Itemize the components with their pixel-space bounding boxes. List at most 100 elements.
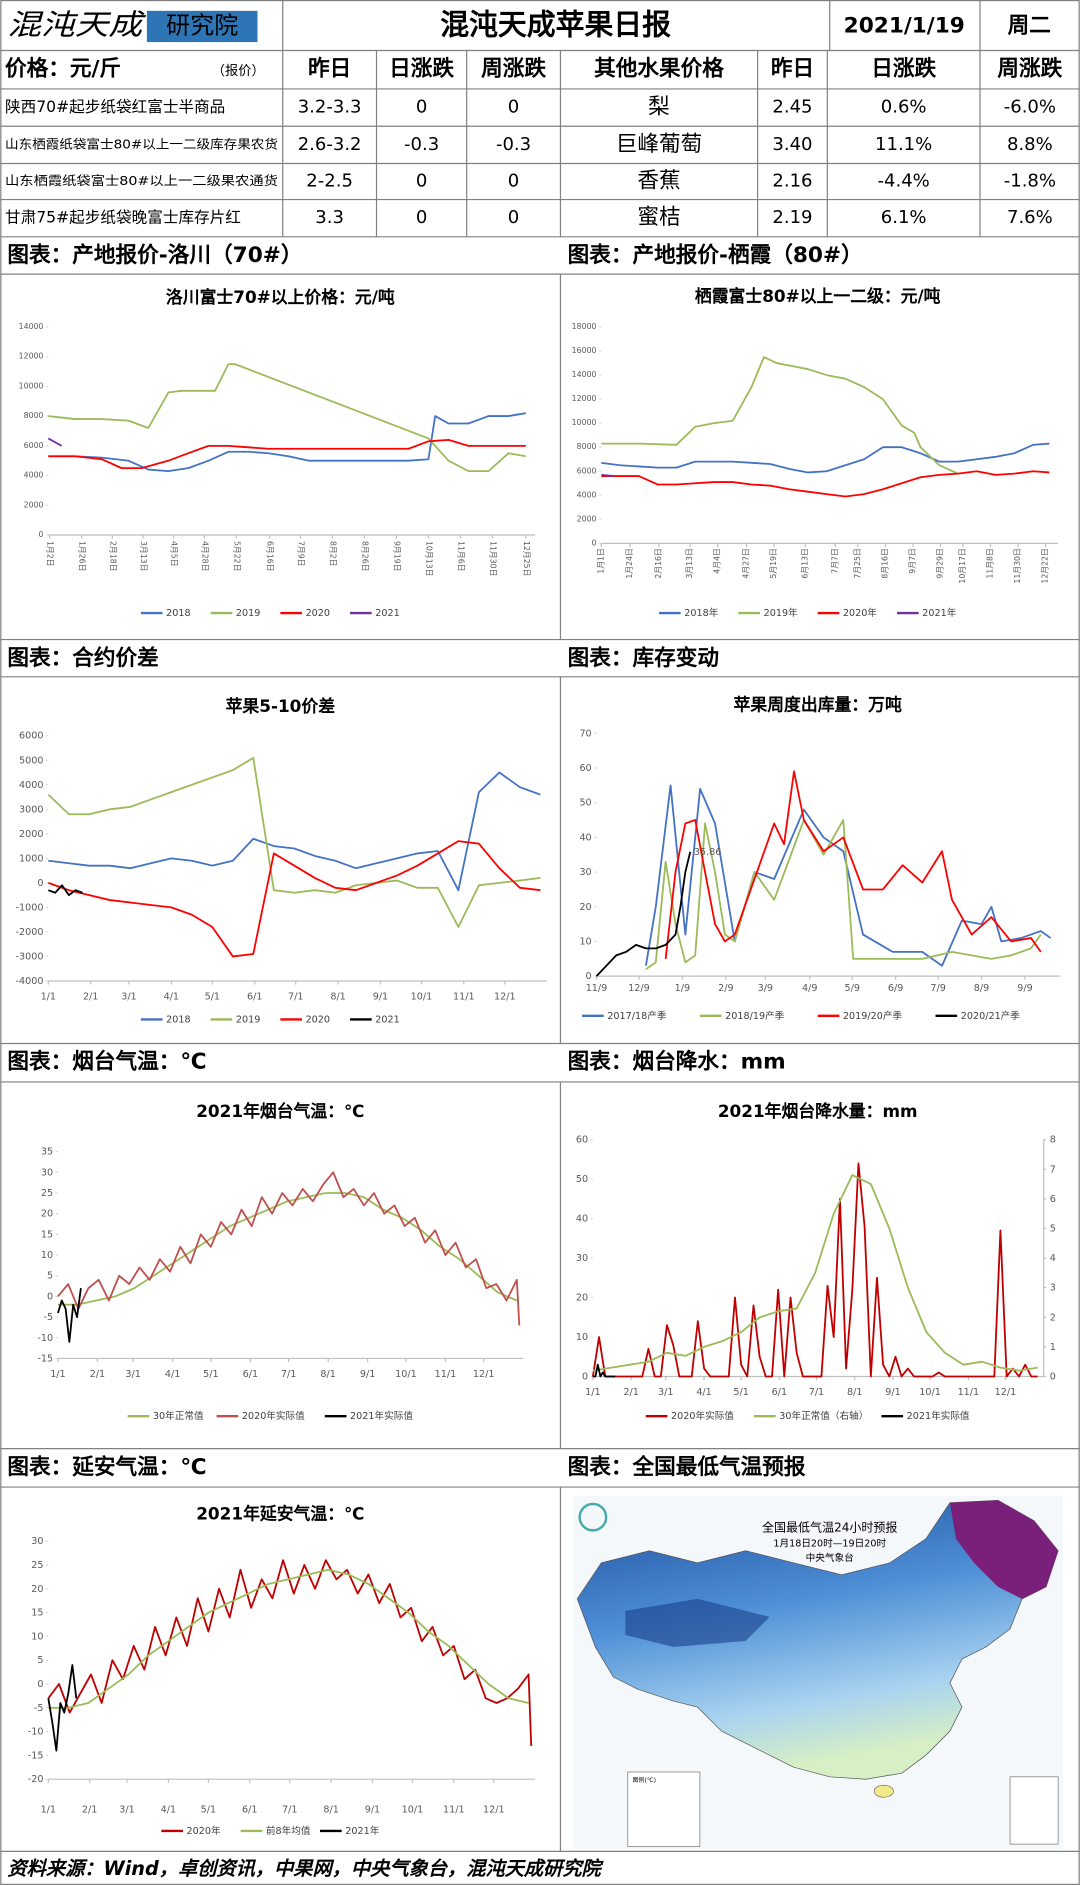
y-tick-label: 0 <box>39 530 44 539</box>
x-tick-label: 9/1 <box>365 1804 380 1815</box>
y-tick-label: -15 <box>28 1750 44 1761</box>
section-title: 图表：产地报价-栖霞（80#） <box>568 243 863 268</box>
y-tick-label: -10 <box>37 1333 53 1344</box>
x-tick-label: 6月13日 <box>800 548 809 578</box>
x-tick-label: 8月26日 <box>360 541 369 571</box>
legend-label: 2020年实际值 <box>242 1410 305 1422</box>
x-tick-label: 11/9 <box>586 983 608 994</box>
y-tick-label: 2000 <box>19 829 43 840</box>
series-line <box>601 473 614 477</box>
series-line <box>57 1171 521 1326</box>
series-line <box>664 770 1042 959</box>
x-tick-label: 5/9 <box>844 983 859 994</box>
series-line <box>48 1568 529 1709</box>
x-tick-label: 7/9 <box>930 983 945 994</box>
y-tick-label: 40 <box>579 832 591 843</box>
series-line <box>48 771 541 892</box>
y-tick-label: 60 <box>579 763 591 774</box>
y-tick-label: 35 <box>41 1147 53 1158</box>
y-tick-label: 70 <box>579 728 591 739</box>
table-header-cell: 昨日 <box>308 56 351 82</box>
x-tick-label: 2/1 <box>82 1804 97 1815</box>
series-line <box>48 412 526 473</box>
y-tick-label: 50 <box>576 1174 588 1185</box>
section-title: 图表：烟台降水：mm <box>568 1049 786 1075</box>
x-tick-label: 1/1 <box>585 1387 600 1398</box>
table-cell: -0.3 <box>404 134 439 155</box>
table-header-note: （报价） <box>212 63 265 79</box>
table-cell: 2-2.5 <box>306 171 353 192</box>
y-tick-label: 25 <box>31 1560 43 1571</box>
series-line <box>592 1162 1038 1378</box>
x-tick-label: 6/9 <box>888 983 903 994</box>
table-cell: 8.8% <box>1007 134 1053 155</box>
x-tick-label: 6/1 <box>247 992 262 1003</box>
legend-label: 2019/20产季 <box>843 1010 903 1022</box>
table-header-cell: 昨日 <box>771 56 814 82</box>
y-tick-label: -2000 <box>16 927 44 938</box>
y-tick-label: 2000 <box>577 514 597 523</box>
x-tick-label: 9/1 <box>885 1387 900 1398</box>
table-cell: 0 <box>508 207 519 228</box>
y-tick-label: -1000 <box>16 902 44 913</box>
x-tick-label: 10/1 <box>919 1387 941 1398</box>
y-tick-label: 14000 <box>19 322 44 331</box>
table-cell: -0.3 <box>496 134 531 155</box>
y-tick-label: 8000 <box>577 442 597 451</box>
y-tick-label: 18000 <box>572 322 597 331</box>
y-tick-label: 10000 <box>572 418 597 427</box>
x-tick-label: 10月17日 <box>958 548 967 583</box>
y2-tick-label: 5 <box>1050 1223 1056 1234</box>
y-tick-label: 12000 <box>572 394 597 403</box>
table-cell: 11.1% <box>875 134 932 155</box>
section-title: 图表：库存变动 <box>568 645 719 671</box>
y-tick-label: -4000 <box>16 976 44 987</box>
legend-label: 2021年 <box>922 607 956 619</box>
x-tick-label: 10/1 <box>402 1804 424 1815</box>
map-subtitle: 1月18日20时—19日20时 <box>773 1538 886 1550</box>
x-tick-label: 1/9 <box>675 983 690 994</box>
x-tick-label: 12月22日 <box>1041 548 1050 583</box>
y-tick-label: 30 <box>41 1167 53 1178</box>
x-tick-label: 6/1 <box>772 1387 787 1398</box>
x-tick-label: 9/9 <box>1017 983 1032 994</box>
legend-label: 2021年实际值 <box>907 1410 970 1422</box>
chart-title: 2021年延安气温：℃ <box>196 1504 364 1524</box>
y-tick-label: 20 <box>579 902 591 913</box>
series-line <box>48 438 526 470</box>
legend-label: 2020/21产季 <box>961 1010 1021 1022</box>
legend-label: 30年正常值 <box>153 1410 204 1422</box>
x-tick-label: 11月8日 <box>986 548 995 578</box>
y-tick-label: 8000 <box>24 411 44 420</box>
y-tick-label: 20 <box>41 1209 53 1220</box>
y-tick-label: 30 <box>576 1253 588 1264</box>
chart-title: 2021年烟台气温：℃ <box>196 1101 364 1121</box>
section-title: 图表：合约价差 <box>7 645 158 671</box>
chart-title: 苹果5-10价差 <box>226 696 336 716</box>
legend-label: 2018 <box>166 1014 190 1025</box>
map-issuer: 中央气象台 <box>806 1552 854 1564</box>
x-tick-label: 8/9 <box>974 983 989 994</box>
y-tick-label: 30 <box>579 867 591 878</box>
x-tick-label: 11/1 <box>958 1387 980 1398</box>
x-tick-label: 4月27日 <box>741 548 750 578</box>
x-tick-label: 9/1 <box>373 992 388 1003</box>
x-tick-label: 12/1 <box>473 1369 495 1380</box>
y-tick-label: 15 <box>41 1229 53 1240</box>
legend-label: 2020年 <box>843 607 877 619</box>
x-tick-label: 4月4日 <box>713 548 722 574</box>
table-cell: 2.16 <box>772 171 812 192</box>
x-tick-label: 3/9 <box>758 983 773 994</box>
x-tick-label: 12/1 <box>494 992 516 1003</box>
y-tick-label: 50 <box>579 798 591 809</box>
table-cell: 6.1% <box>881 207 927 228</box>
legend-label: 2018/19产季 <box>725 1010 785 1022</box>
legend-label: 2017/18产季 <box>607 1010 667 1022</box>
x-tick-label: 1月2日 <box>46 541 55 567</box>
table-cell: 香蕉 <box>637 169 680 194</box>
legend-label: 2021 <box>375 608 399 619</box>
x-tick-label: 3月13日 <box>685 548 694 578</box>
y2-tick-label: 7 <box>1050 1164 1056 1175</box>
